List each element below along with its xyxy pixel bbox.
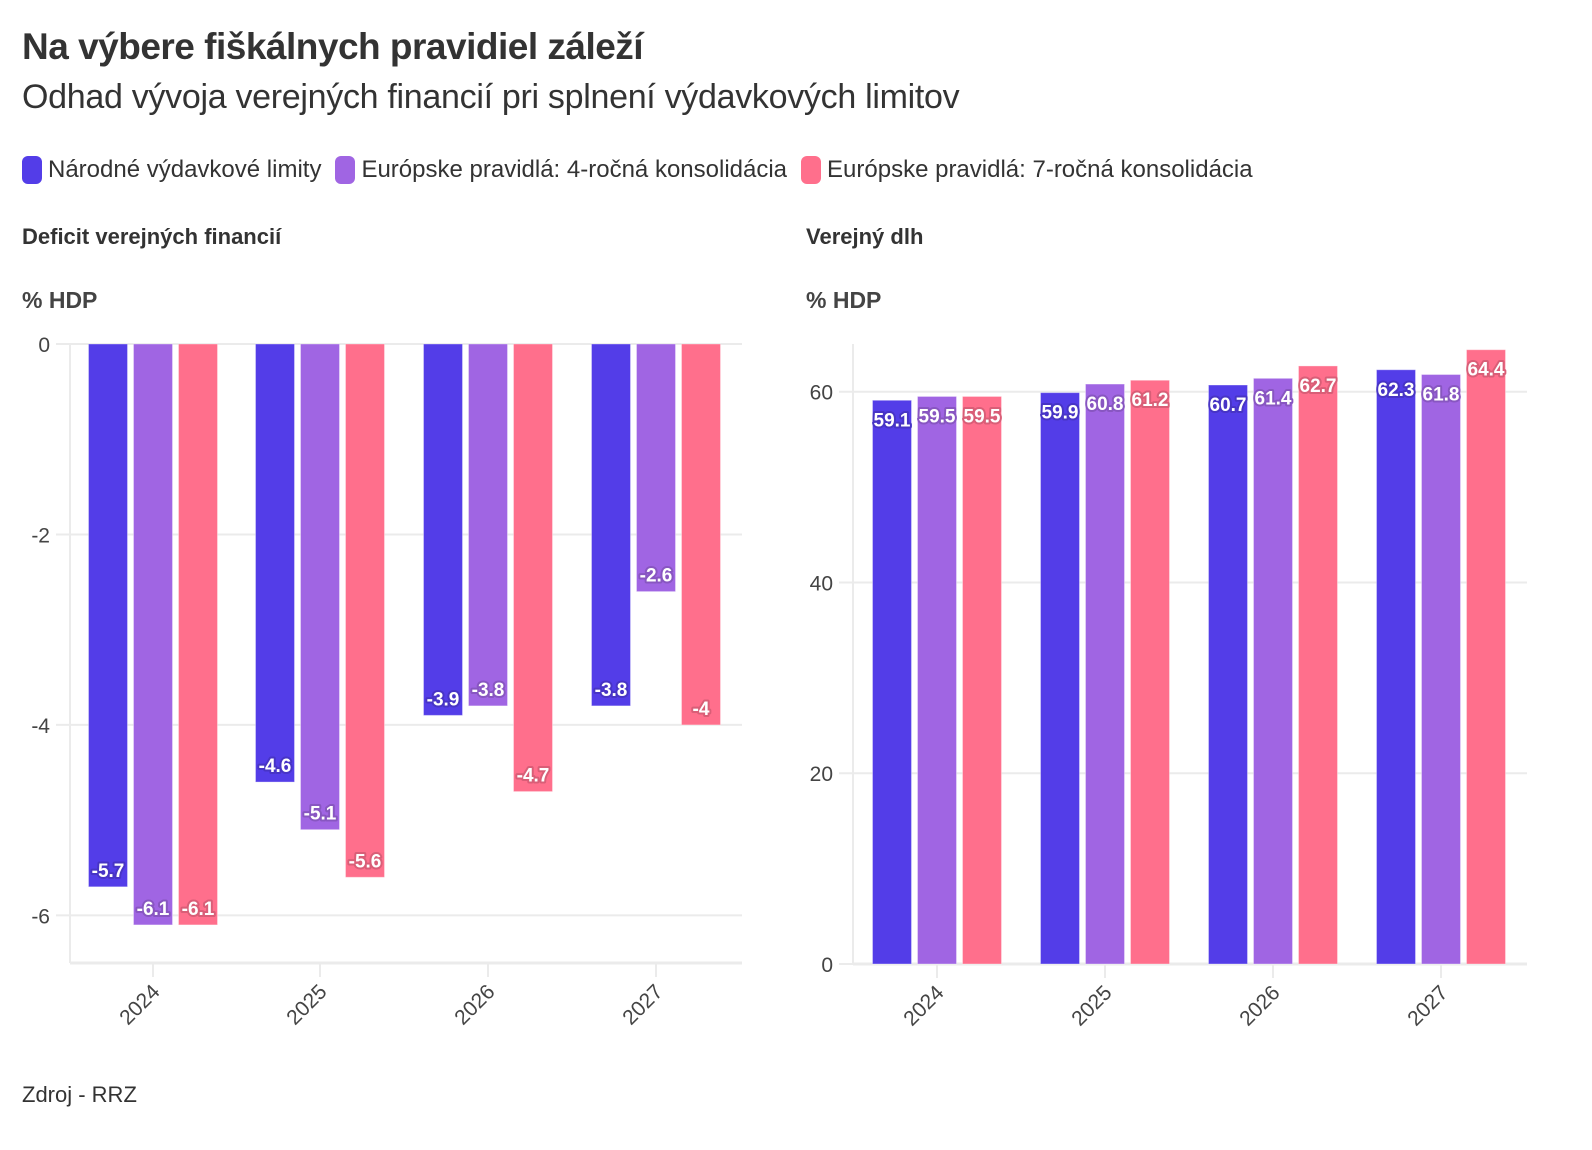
deficit-bar-label: -3.9 (427, 689, 460, 710)
deficit-x-tick-label: 2026 (450, 980, 499, 1029)
deficit-x-tick-label: 2027 (618, 980, 667, 1029)
legend-swatch-icon (335, 156, 356, 184)
debt-bar (1208, 384, 1248, 965)
legend: Národné výdavkové limity Európske pravid… (22, 156, 1267, 184)
debt-bar (1040, 392, 1080, 965)
debt-bar (1466, 349, 1506, 965)
debt-bar-label: 64.4 (1468, 360, 1505, 381)
debt-x-tick-label: 2026 (1235, 981, 1284, 1030)
deficit-bar (178, 343, 218, 926)
debt-y-tick-label: 60 (810, 382, 833, 405)
deficit-bar (468, 343, 508, 707)
deficit-chart: 0 -2 -4 -6 2024 2025 2026 2027 -5.7 -4.6 -3.9 -3.8 -… (31, 334, 742, 1030)
debt-bar-label: 60.7 (1210, 395, 1247, 416)
deficit-bar (255, 343, 295, 783)
debt-bar (1298, 365, 1338, 965)
deficit-y-tick-label: -4 (31, 715, 50, 738)
legend-label: Európske pravidlá: 4-ročná konsolidácia (361, 156, 788, 183)
legend-label: Národné výdavkové limity (48, 156, 322, 183)
chart-subtitle: Odhad vývoja verejných financií pri spln… (22, 78, 960, 116)
debt-y-tick-label: 0 (821, 954, 833, 977)
debt-x-tick-label: 2025 (1067, 981, 1116, 1030)
legend-item-national[interactable]: Národné výdavkové limity (22, 156, 321, 184)
debt-bar-label: 60.8 (1087, 394, 1124, 415)
debt-bar-label: 61.4 (1255, 388, 1292, 409)
deficit-bar-label: -4 (693, 699, 710, 720)
debt-bar (1253, 377, 1293, 965)
deficit-bar-label: -5.7 (92, 861, 125, 882)
legend-item-eu-4-year[interactable]: Európske pravidlá: 4-ročná konsolidácia (335, 156, 787, 184)
legend-swatch-icon (801, 156, 822, 184)
deficit-bar-label: -3.8 (472, 680, 505, 701)
debt-bar-label: 61.8 (1423, 385, 1460, 406)
debt-bar-label: 59.5 (919, 406, 956, 427)
deficit-y-unit-label: % HDP (22, 287, 98, 313)
debt-chart-title: Verejný dlh (806, 224, 924, 249)
deficit-y-tick-label: 0 (38, 334, 50, 357)
deficit-chart-title: Deficit verejných financií (22, 224, 282, 249)
deficit-bar (681, 343, 721, 726)
deficit-bar-label: -6.1 (137, 899, 170, 920)
deficit-bar-label: -5.1 (304, 804, 337, 825)
source-note: Zdroj - RRZ (22, 1082, 137, 1107)
debt-bar-label: 62.7 (1300, 376, 1337, 397)
deficit-bar (133, 343, 173, 926)
debt-bar-label: 59.9 (1042, 403, 1079, 424)
debt-bar (872, 399, 912, 965)
deficit-bar-label: -2.6 (640, 566, 673, 587)
deficit-bar-label: -5.6 (349, 851, 382, 872)
debt-bar-label: 62.3 (1378, 380, 1415, 401)
debt-x-tick-label: 2027 (1403, 981, 1452, 1030)
chart-title: Na výbere fiškálnych pravidiel záleží (22, 26, 644, 67)
debt-bar (917, 395, 957, 965)
deficit-y-tick-label: -2 (31, 524, 50, 547)
deficit-bar-label: -4.6 (259, 756, 292, 777)
debt-bar (1376, 369, 1416, 965)
deficit-y-tick-label: -6 (31, 905, 50, 928)
debt-y-unit-label: % HDP (806, 287, 882, 313)
deficit-bar (591, 343, 631, 707)
deficit-bar (513, 343, 553, 793)
debt-chart: 0 20 40 60 2024 2025 2026 2027 59.1 59.9 60.7 62.3 5… (810, 344, 1527, 1031)
debt-bar (962, 395, 1002, 965)
debt-bar (1421, 374, 1461, 965)
debt-bar-label: 59.1 (874, 410, 911, 431)
debt-y-tick-label: 20 (810, 763, 833, 786)
debt-bar-label: 59.5 (964, 406, 1001, 427)
deficit-bar-label: -4.7 (517, 766, 550, 787)
deficit-bar (345, 343, 385, 878)
deficit-x-tick-label: 2025 (282, 980, 331, 1029)
legend-item-eu-7-year[interactable]: Európske pravidlá: 7-ročná konsolidácia (801, 156, 1253, 184)
debt-y-tick-label: 40 (810, 572, 833, 595)
deficit-bar (300, 343, 340, 831)
debt-bar (1130, 379, 1170, 965)
deficit-bar (636, 343, 676, 593)
deficit-x-tick-label: 2024 (115, 980, 165, 1030)
debt-bar (1085, 383, 1125, 965)
legend-swatch-icon (22, 156, 42, 184)
deficit-bar (88, 343, 128, 888)
deficit-bar-label: -3.8 (595, 680, 628, 701)
legend-label: Európske pravidlá: 7-ročná konsolidácia (827, 156, 1253, 183)
deficit-bar-label: -6.1 (182, 899, 215, 920)
debt-bar-label: 61.2 (1132, 390, 1169, 411)
debt-x-tick-label: 2024 (899, 981, 949, 1031)
deficit-bar (423, 343, 463, 716)
